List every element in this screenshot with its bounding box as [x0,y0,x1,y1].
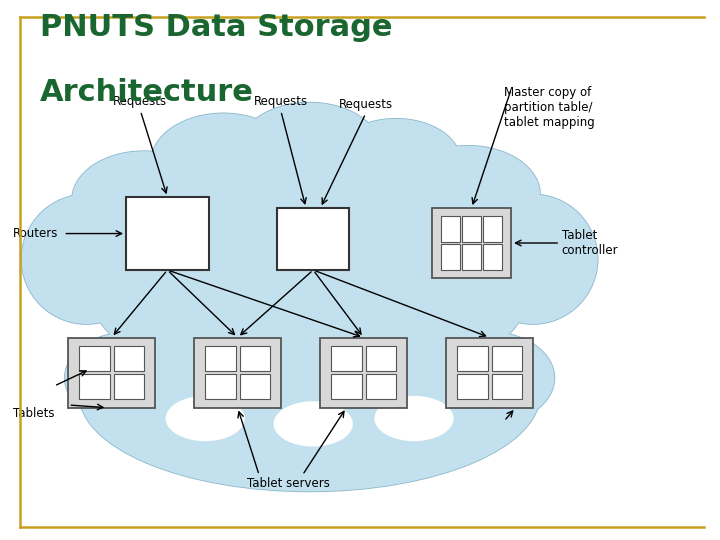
Ellipse shape [151,113,295,211]
Text: Tablet
controller: Tablet controller [562,229,618,257]
Bar [114,346,144,371]
Ellipse shape [72,151,216,248]
Bar [366,374,396,399]
Ellipse shape [72,151,216,248]
Bar [457,374,487,399]
Ellipse shape [425,332,554,424]
Ellipse shape [151,113,295,211]
Bar [457,346,487,371]
Ellipse shape [86,162,533,400]
Ellipse shape [468,194,598,324]
Bar [366,346,396,371]
Bar [492,374,522,399]
Bar [446,338,533,408]
Bar [331,374,361,399]
Text: Tablets: Tablets [13,407,55,420]
Bar [79,346,109,371]
Ellipse shape [22,194,151,324]
Ellipse shape [425,332,554,424]
Bar [483,216,502,242]
Ellipse shape [22,194,151,324]
Text: Master copy of
partition table/
tablet mapping: Master copy of partition table/ tablet m… [504,86,595,130]
Ellipse shape [468,194,598,324]
Bar [79,374,109,399]
Bar [441,244,460,270]
Ellipse shape [65,332,194,424]
Bar [462,216,481,242]
Bar [194,338,281,408]
Text: Tablet servers: Tablet servers [246,477,330,490]
Ellipse shape [86,162,533,400]
Bar [277,208,349,270]
Bar [205,374,235,399]
Bar [68,338,155,408]
Ellipse shape [166,396,245,441]
Ellipse shape [396,146,540,243]
Ellipse shape [374,396,454,441]
Bar [205,346,235,371]
Ellipse shape [238,103,382,200]
Ellipse shape [274,401,353,447]
Bar [240,374,270,399]
Ellipse shape [238,103,382,200]
Text: Architecture: Architecture [40,78,253,107]
Bar [462,244,481,270]
Bar [126,197,209,270]
Text: Requests: Requests [253,95,308,108]
Text: Requests: Requests [338,98,393,111]
Bar [240,346,270,371]
Ellipse shape [331,119,461,205]
Bar [331,346,361,371]
Bar [492,346,522,371]
Bar [432,208,511,278]
Text: Routers: Routers [13,227,58,240]
Ellipse shape [65,332,194,424]
Bar [320,338,407,408]
Bar [114,374,144,399]
Bar [483,244,502,270]
Ellipse shape [396,146,540,243]
Text: PNUTS Data Storage: PNUTS Data Storage [40,14,392,43]
Bar [441,216,460,242]
Ellipse shape [79,297,540,491]
Ellipse shape [331,119,461,205]
Ellipse shape [79,297,540,491]
Text: Requests: Requests [113,95,168,108]
